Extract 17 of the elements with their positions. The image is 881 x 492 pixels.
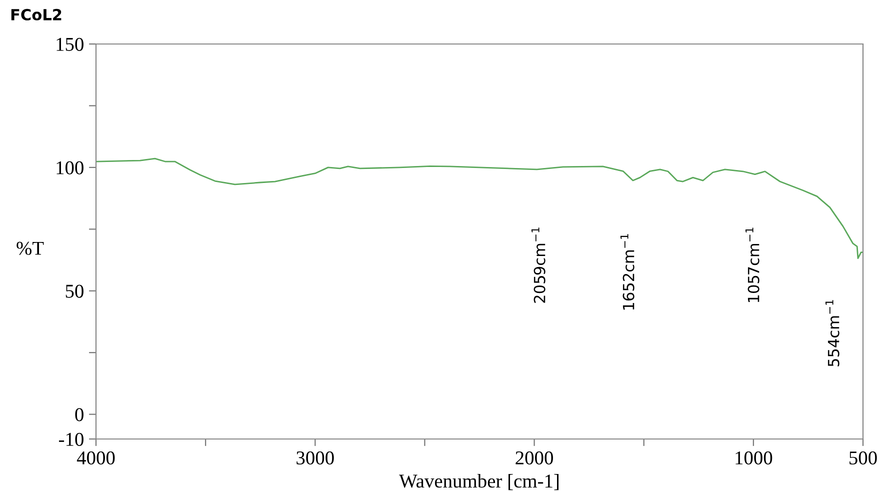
x-tick-label: 2000 [516, 451, 553, 464]
x-tick-label: 4000 [76, 451, 115, 464]
annotation: 2059cm$^{−1}$ [531, 228, 546, 303]
y-tick-label: -10 [59, 432, 84, 446]
y-tick-label: 150 [56, 38, 84, 51]
annotation: 554cm$^{−1}$ [825, 300, 840, 366]
x-tick-label: 500 [850, 451, 877, 464]
chart-title: FCoL2 [11, 8, 62, 20]
x-axis-title: Wavenumber [cm-1] [399, 474, 559, 490]
annotation: 1057cm$^{−1}$ [745, 228, 760, 302]
annotation: 1652cm$^{−1}$ [620, 234, 634, 310]
y-tick-label: 100 [56, 161, 84, 174]
y-axis-title: %T [16, 242, 44, 255]
y-tick-label: 50 [66, 284, 84, 298]
x-tick-label: 3000 [296, 451, 334, 464]
y-tick-label: 0 [75, 408, 84, 422]
x-tick-label: 1000 [736, 451, 772, 464]
